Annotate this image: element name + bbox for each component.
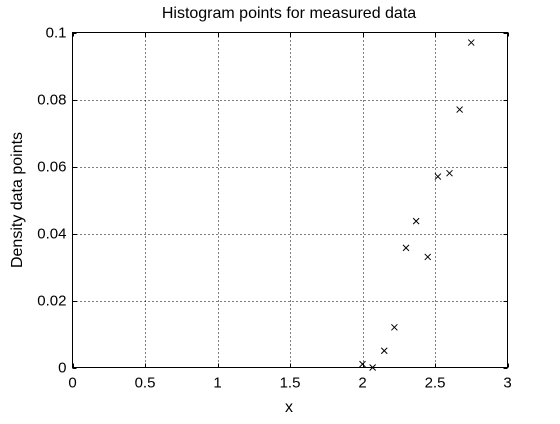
- x-tick-label: 2: [358, 375, 366, 392]
- x-axis-label: x: [285, 399, 293, 416]
- x-tick-label: 2.5: [425, 375, 446, 392]
- chart-title: Histogram points for measured data: [162, 5, 416, 22]
- x-tick-label: 3: [503, 375, 511, 392]
- y-tick-label: 0.04: [37, 226, 66, 243]
- grid-lines: [72, 32, 508, 368]
- y-tick-label: 0.1: [46, 25, 67, 42]
- data-point-marker: [467, 39, 475, 46]
- y-tick-label: 0.02: [37, 293, 66, 310]
- y-tick-label: 0.06: [37, 159, 66, 176]
- data-point-marker: [391, 323, 398, 331]
- data-point-marker: [412, 217, 420, 225]
- x-axis-tick-labels: 0 0.5 1 1.5 2 2.5 3: [68, 375, 511, 392]
- x-tick-label: 0: [68, 375, 76, 392]
- y-axis-label: Density data points: [9, 132, 26, 268]
- data-point-marker: [380, 347, 388, 355]
- data-point-marker: [434, 173, 442, 180]
- x-tick-label: 0.5: [135, 375, 156, 392]
- data-point-marker: [446, 169, 453, 177]
- x-tick-label: 1: [213, 375, 221, 392]
- data-point-marker: [402, 244, 410, 252]
- y-axis-tick-labels: 0 0.02 0.04 0.06 0.08 0.1: [37, 25, 66, 377]
- y-tick-label: 0: [58, 360, 66, 377]
- data-point-marker: [456, 106, 464, 113]
- data-point-marker: [359, 360, 366, 368]
- data-points: [359, 39, 475, 371]
- y-tick-label: 0.08: [37, 92, 66, 109]
- data-point-marker: [369, 364, 377, 371]
- x-tick-label: 1.5: [280, 375, 301, 392]
- data-point-marker: [424, 253, 432, 261]
